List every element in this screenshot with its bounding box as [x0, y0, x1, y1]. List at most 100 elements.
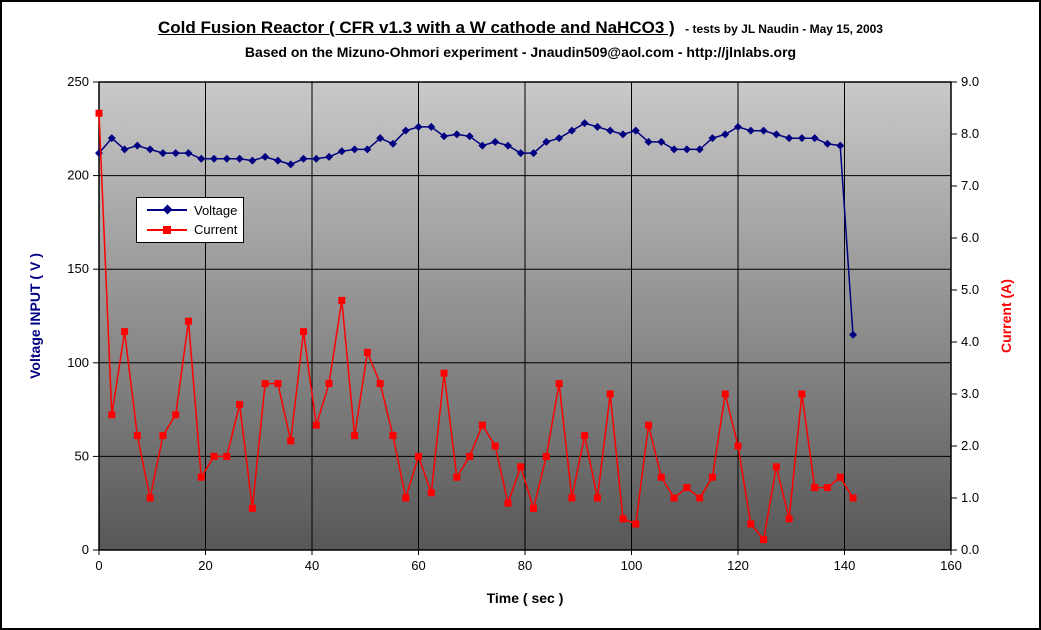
marker-diamond-voltage	[580, 119, 589, 128]
marker-diamond-voltage	[516, 149, 525, 158]
marker-square-current	[721, 390, 729, 398]
marker-diamond-voltage	[299, 154, 308, 163]
marker-square-current	[261, 380, 269, 388]
x-tick-label: 20	[198, 558, 212, 573]
y-right-tick-label: 9.0	[961, 74, 979, 89]
marker-square-current	[121, 328, 129, 336]
marker-diamond-voltage	[823, 139, 832, 148]
marker-square-current	[440, 369, 448, 377]
y-left-tick-label: 0	[82, 542, 89, 557]
marker-diamond-voltage	[708, 134, 717, 143]
marker-diamond-voltage	[567, 126, 576, 135]
marker-square-current	[312, 421, 320, 429]
marker-diamond-voltage	[849, 330, 858, 339]
marker-diamond-voltage	[376, 134, 385, 143]
marker-diamond-voltage	[222, 154, 231, 163]
marker-diamond-voltage	[836, 141, 845, 150]
marker-diamond-voltage	[759, 126, 768, 135]
marker-square-current	[760, 536, 768, 544]
marker-diamond-voltage	[682, 145, 691, 154]
marker-square-current	[619, 515, 627, 523]
marker-square-current	[581, 432, 589, 440]
marker-square-current	[236, 400, 244, 408]
marker-diamond-voltage	[542, 137, 551, 146]
y-left-tick-label: 200	[67, 168, 89, 183]
marker-square-current	[351, 432, 359, 440]
marker-square-current	[172, 411, 180, 419]
marker-diamond-voltage	[210, 154, 219, 163]
y-right-tick-label: 2.0	[961, 438, 979, 453]
marker-diamond-voltage	[606, 126, 615, 135]
marker-diamond-voltage	[555, 134, 564, 143]
y-right-tick-label: 6.0	[961, 230, 979, 245]
x-tick-label: 100	[621, 558, 643, 573]
marker-diamond-voltage	[401, 126, 410, 135]
marker-diamond-voltage	[350, 145, 359, 154]
marker-diamond-voltage	[746, 126, 755, 135]
marker-diamond-voltage	[184, 149, 193, 158]
x-tick-label: 0	[95, 558, 102, 573]
marker-diamond-voltage	[337, 147, 346, 156]
marker-square-current	[555, 380, 563, 388]
marker-square-current	[657, 473, 665, 481]
marker-square-current	[108, 411, 116, 419]
marker-square-current	[517, 463, 525, 471]
marker-diamond-voltage	[158, 149, 167, 158]
x-axis-title: Time ( sec )	[486, 590, 564, 606]
marker-diamond-voltage	[312, 154, 321, 163]
marker-diamond-voltage	[478, 141, 487, 150]
marker-diamond-voltage	[414, 122, 423, 131]
marker-diamond-voltage	[670, 145, 679, 154]
marker-diamond-voltage	[325, 152, 334, 161]
y-right-tick-label: 3.0	[961, 386, 979, 401]
marker-diamond-voltage	[363, 145, 372, 154]
marker-diamond-voltage	[797, 134, 806, 143]
marker-square-current	[389, 432, 397, 440]
marker-square-current	[785, 515, 793, 523]
square-marker-icon	[147, 224, 187, 236]
marker-diamond-voltage	[273, 156, 282, 165]
marker-diamond-voltage	[171, 149, 180, 158]
marker-square-current	[146, 494, 154, 502]
y-left-tick-label: 250	[67, 74, 89, 89]
marker-diamond-voltage	[657, 137, 666, 146]
marker-square-current	[734, 442, 742, 450]
diamond-marker-icon	[147, 204, 187, 216]
legend-label: Current	[194, 222, 238, 238]
marker-square-current	[811, 484, 819, 492]
y-axis-title-right: Current (A)	[998, 279, 1014, 353]
legend-item-voltage: Voltage	[147, 201, 243, 219]
marker-square-current	[645, 421, 653, 429]
y-right-tick-label: 1.0	[961, 490, 979, 505]
marker-diamond-voltage	[261, 152, 270, 161]
marker-square-current	[184, 317, 192, 325]
marker-diamond-voltage	[631, 126, 640, 135]
marker-square-current	[287, 437, 295, 445]
y-right-tick-label: 0.0	[961, 542, 979, 557]
marker-diamond-voltage	[734, 122, 742, 131]
chart-subtitle: Based on the Mizuno-Ohmori experiment - …	[244, 44, 797, 60]
legend: Voltage Current	[136, 197, 244, 243]
marker-square-current	[223, 452, 231, 460]
y-left-tick-label: 50	[75, 448, 89, 463]
marker-diamond-voltage	[593, 122, 602, 131]
y-axis-title-left: Voltage INPUT ( V )	[27, 253, 43, 379]
marker-square-current	[402, 494, 410, 502]
marker-square-current	[683, 484, 691, 492]
marker-square-current	[632, 520, 640, 528]
marker-diamond-voltage	[644, 137, 653, 146]
marker-square-current	[248, 504, 256, 512]
marker-square-current	[593, 494, 601, 502]
marker-diamond-voltage	[618, 130, 627, 139]
x-tick-label: 120	[727, 558, 749, 573]
marker-diamond-voltage	[133, 141, 142, 150]
legend-item-current: Current	[147, 221, 243, 239]
marker-square-current	[836, 473, 844, 481]
marker-diamond-voltage	[440, 132, 449, 141]
marker-diamond-voltage	[235, 154, 244, 163]
legend-label: Voltage	[194, 202, 238, 218]
marker-square-current	[772, 463, 780, 471]
chart-title-suffix: - tests by JL Naudin - May 15, 2003	[685, 22, 883, 36]
marker-square-current	[325, 380, 333, 388]
